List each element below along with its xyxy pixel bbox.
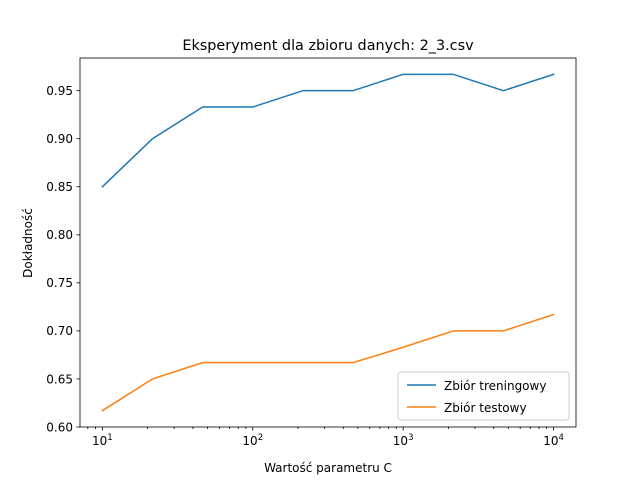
y-tick-label: 0.60 — [46, 420, 73, 434]
x-axis-label: Wartość parametru C — [264, 461, 392, 475]
y-axis-label: Dokładność — [21, 208, 35, 278]
x-tick-label: 101 — [92, 433, 113, 448]
axes-frame — [79, 57, 577, 428]
series-line-1 — [101, 313, 555, 412]
x-tick-label: 103 — [393, 433, 414, 448]
x-axis-ticks: 101 102 103 104 — [87, 427, 564, 448]
y-tick-label: 0.95 — [46, 84, 73, 98]
y-tick-label: 0.75 — [46, 276, 73, 290]
legend-label-test: Zbiór testowy — [444, 401, 527, 415]
y-tick-label: 0.65 — [46, 372, 73, 386]
y-tick-label: 0.85 — [46, 180, 73, 194]
legend-label-training: Zbiór treningowy — [444, 379, 546, 393]
legend-box — [397, 371, 570, 421]
y-axis-ticks: 0.60 0.65 0.70 0.75 0.80 0.85 0.90 0.95 — [46, 84, 80, 434]
chart-title: Eksperyment dla zbioru danych: 2_3.csv — [182, 38, 474, 54]
x-tick-label: 102 — [242, 433, 263, 448]
x-tick-label: 104 — [543, 433, 564, 448]
plot-area — [101, 73, 555, 412]
series-line-0 — [101, 73, 555, 188]
y-tick-label: 0.90 — [46, 132, 73, 146]
y-tick-label: 0.80 — [46, 228, 73, 242]
y-tick-label: 0.70 — [46, 324, 73, 338]
legend: Zbiór treningowy Zbiór testowy — [397, 371, 570, 421]
